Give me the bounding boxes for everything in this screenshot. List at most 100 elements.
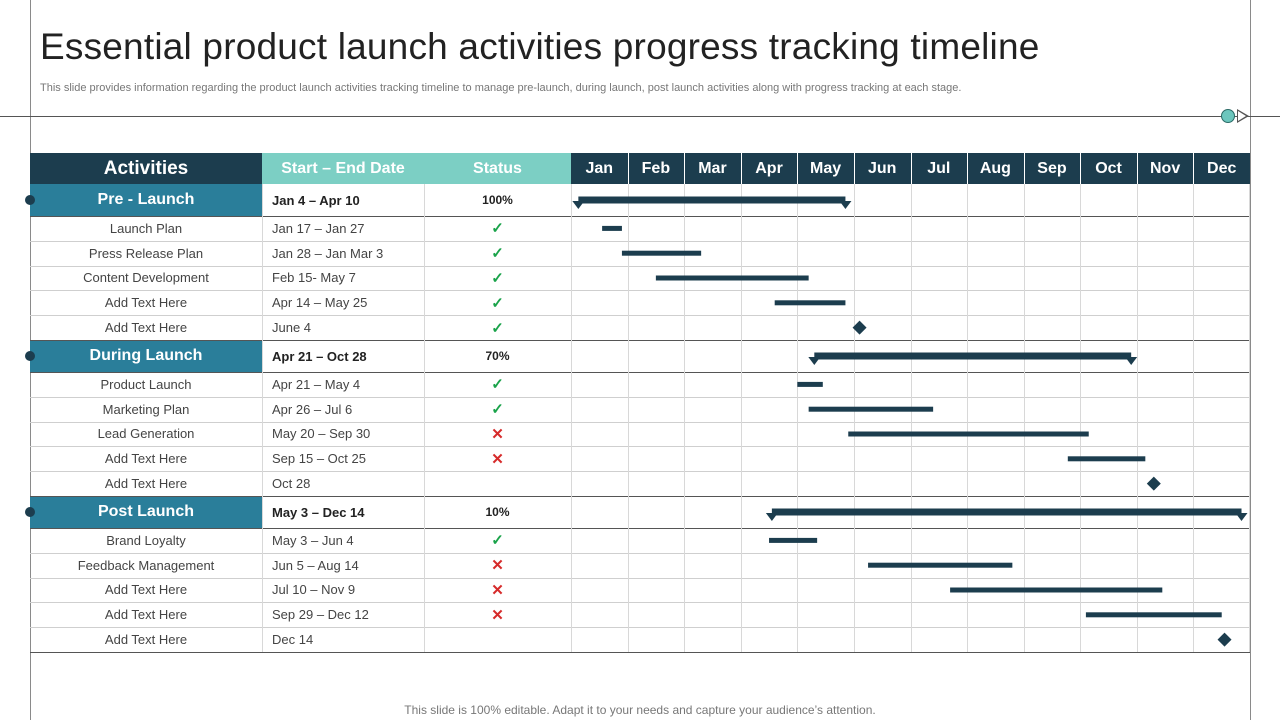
cross-icon: ✕	[491, 450, 504, 468]
check-icon: ✓	[491, 269, 504, 287]
phase-date: Apr 21 – Oct 28	[272, 348, 367, 364]
phase-bar	[814, 352, 1132, 360]
task-date: Dec 14	[272, 632, 314, 648]
milestone-diamond	[852, 320, 867, 335]
task-status: ✓	[424, 241, 571, 266]
row-divider	[30, 602, 1250, 604]
task-name: Brand Loyalty	[106, 532, 186, 548]
phase-progress: 70%	[485, 349, 510, 363]
month-separator	[910, 153, 912, 184]
month-separator	[1136, 153, 1138, 184]
month-gridline	[1193, 184, 1195, 652]
check-icon: ✓	[491, 532, 504, 550]
row-divider	[30, 240, 1250, 242]
row-divider	[30, 627, 1250, 629]
phase-end-marker	[1235, 513, 1248, 521]
month-gridline	[740, 184, 742, 652]
row-divider	[30, 396, 1250, 398]
row-divider	[30, 577, 1250, 579]
cross-icon: ✕	[491, 557, 504, 575]
task-status: ✕	[424, 553, 571, 578]
task-name: Add Text Here	[104, 632, 188, 648]
row-divider	[30, 216, 1250, 217]
task-date: May 20 – Sep 30	[272, 426, 371, 442]
task-name: Feedback Management	[77, 557, 215, 573]
phase-end-marker	[765, 513, 778, 521]
task-row: Add Text Here Dec 14	[30, 627, 1250, 652]
divider-arrow-icon	[1237, 109, 1249, 123]
header-divider	[0, 116, 1280, 117]
phase-marker-dot	[25, 195, 35, 205]
header-activities: Activities	[30, 153, 262, 184]
task-name: Add Text Here	[104, 607, 188, 623]
task-row: Add Text Here Apr 14 – May 25 ✓	[30, 290, 1250, 315]
check-icon: ✓	[491, 220, 504, 238]
task-date: Apr 14 – May 25	[272, 295, 368, 311]
task-date: Jun 5 – Aug 14	[272, 557, 359, 573]
milestone-diamond	[1146, 476, 1161, 491]
row-divider	[30, 528, 1250, 529]
phase-date: May 3 – Dec 14	[272, 504, 365, 520]
month-separator	[967, 153, 969, 184]
task-row: Add Text Here Jul 10 – Nov 9 ✕	[30, 578, 1250, 603]
frame-right-border	[1250, 0, 1251, 720]
month-gridline	[1080, 184, 1082, 652]
cross-icon: ✕	[491, 606, 504, 624]
task-name: Add Text Here	[104, 295, 188, 311]
task-date: Feb 15- May 7	[272, 270, 356, 286]
month-jun: Jun	[867, 159, 897, 177]
task-status: ✓	[424, 528, 571, 553]
divider-circle-icon	[1221, 109, 1235, 123]
cross-icon: ✕	[491, 581, 504, 599]
phase-label: During Launch	[30, 340, 262, 372]
task-date: Apr 21 – May 4	[272, 376, 361, 392]
task-row: Brand Loyalty May 3 – Jun 4 ✓	[30, 528, 1250, 553]
task-row: Add Text Here Sep 29 – Dec 12 ✕	[30, 602, 1250, 627]
row-divider	[30, 372, 1250, 373]
task-date: Jan 28 – Jan Mar 3	[272, 245, 384, 261]
row-divider	[30, 552, 1250, 554]
task-status: ✓	[424, 315, 571, 340]
month-oct: Oct	[1095, 159, 1122, 177]
task-name: Add Text Here	[104, 320, 188, 336]
task-bar	[602, 225, 622, 231]
milestone-diamond	[1217, 632, 1232, 647]
task-name: Content Development	[83, 270, 209, 286]
month-may: May	[810, 159, 842, 177]
task-name: Marketing Plan	[102, 401, 190, 417]
task-status: ✕	[424, 446, 571, 471]
phase-date: Jan 4 – Apr 10	[272, 192, 360, 208]
row-divider	[30, 421, 1250, 423]
month-gridline	[627, 184, 629, 652]
phase-label: Post Launch	[30, 496, 262, 528]
month-separator	[1023, 153, 1025, 184]
gantt-chart	[572, 196, 1248, 647]
month-mar: Mar	[698, 159, 727, 177]
month-dec: Dec	[1207, 159, 1237, 177]
task-date: May 3 – Jun 4	[272, 532, 354, 548]
month-gridline	[967, 184, 969, 652]
month-feb: Feb	[641, 159, 671, 177]
header-date: Start – End Date	[262, 153, 424, 184]
month-jul: Jul	[927, 159, 951, 177]
task-status: ✓	[424, 397, 571, 422]
page-title: Essential product launch activities prog…	[40, 26, 1040, 67]
column-divider	[424, 184, 425, 652]
task-row: Product Launch Apr 21 – May 4 ✓	[30, 372, 1250, 397]
row-divider	[30, 471, 1250, 473]
task-date: Apr 26 – Jul 6	[272, 401, 353, 417]
phase-label: Pre - Launch	[30, 184, 262, 216]
phase-end-marker	[808, 357, 821, 365]
month-separator	[1080, 153, 1082, 184]
phase-end-marker	[1125, 357, 1138, 365]
footer-note: This slide is 100% editable. Adapt it to…	[404, 703, 876, 717]
row-divider	[30, 652, 1250, 653]
task-bar	[848, 431, 1089, 437]
task-bar	[774, 300, 846, 306]
row-divider	[30, 315, 1250, 317]
phase-bar	[578, 196, 846, 204]
column-divider	[262, 184, 263, 652]
page-subtitle: This slide provides information regardin…	[40, 82, 962, 94]
phase-progress: 100%	[482, 193, 513, 207]
task-date: Oct 28	[272, 476, 311, 492]
